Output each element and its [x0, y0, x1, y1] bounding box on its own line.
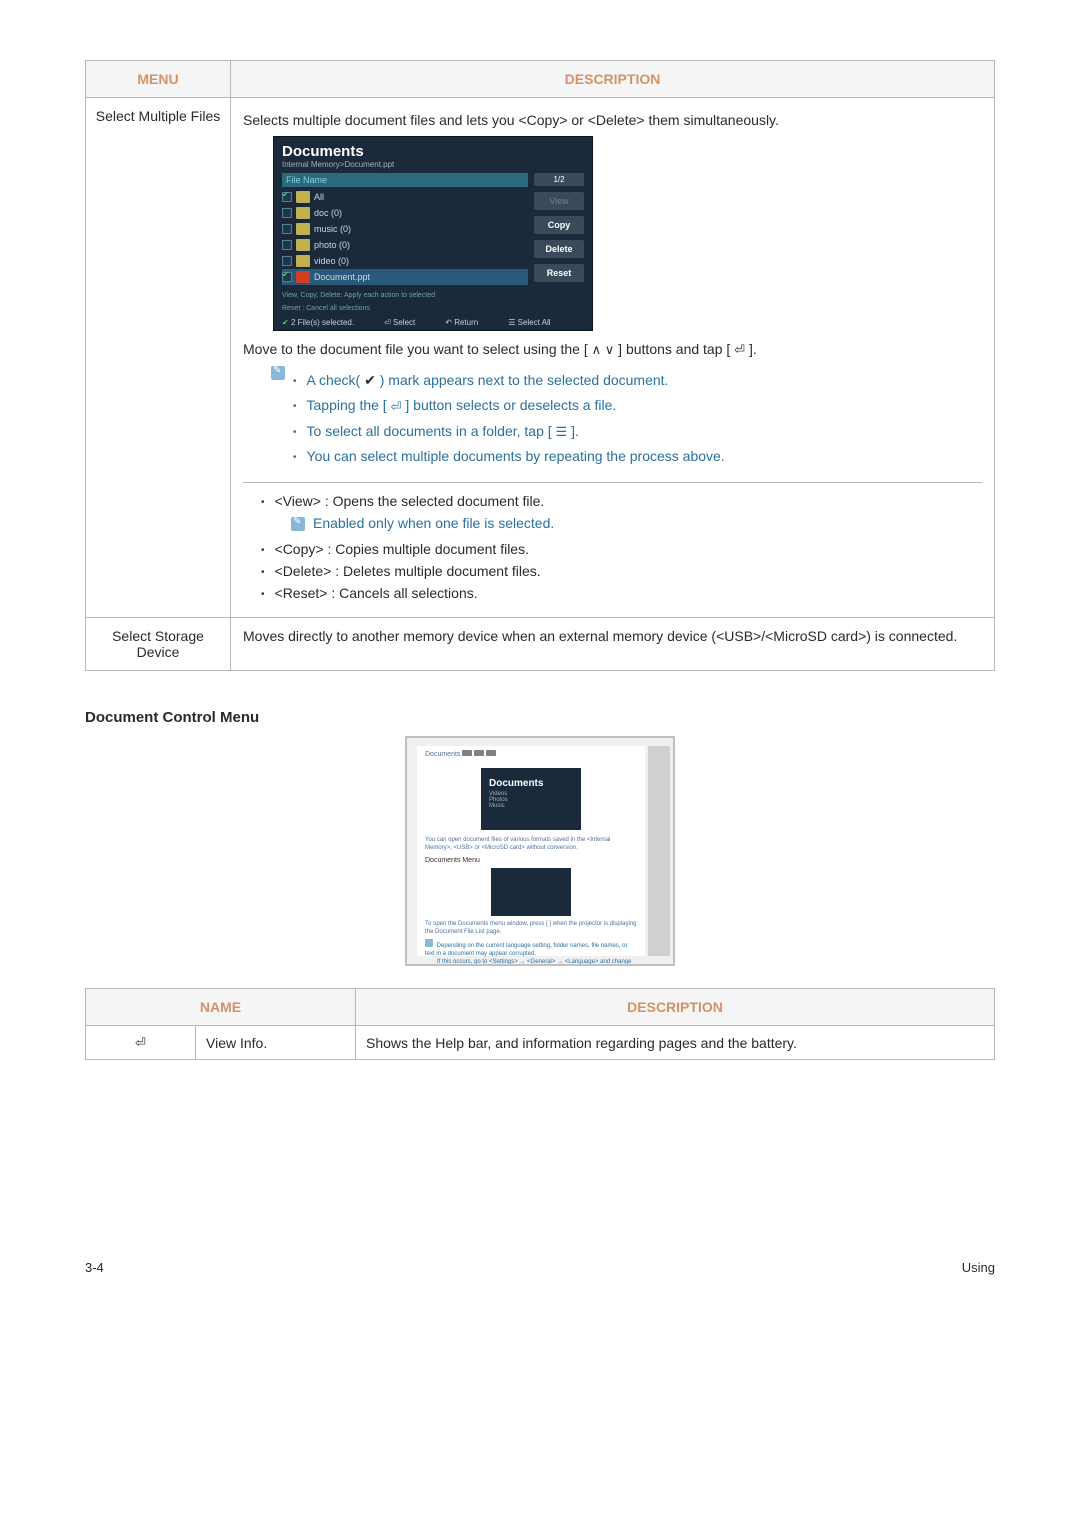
section-name: Using [962, 1260, 995, 1275]
table-row: ⏎ View Info. Shows the Help bar, and inf… [86, 1026, 995, 1060]
bullet-text: Tapping the [ ⏎ ] button selects or dese… [307, 397, 617, 414]
view-line: <View> : Opens the selected document fil… [275, 493, 545, 509]
list-item-label: Document.ppt [314, 272, 370, 282]
delete-button: Delete [534, 240, 584, 258]
ppt-icon [296, 271, 310, 283]
thumb-menu-label: Documents Menu [425, 857, 637, 864]
folder-icon [296, 239, 310, 251]
select-all-icon: ☰ [556, 424, 568, 440]
col-menu-header: MENU [86, 61, 231, 98]
thumb-head: Documents [425, 750, 637, 758]
folder-icon [296, 207, 310, 219]
view-note: Enabled only when one file is selected. [313, 515, 554, 531]
checkbox-icon [282, 240, 292, 250]
name-description-table: NAME DESCRIPTION ⏎ View Info. Shows the … [85, 988, 995, 1060]
bullet-text: To select all documents in a folder, tap… [307, 423, 579, 440]
screenshot-title: Documents [282, 143, 584, 160]
thumb-line: You can open document files of various f… [425, 836, 637, 853]
selected-count: 2 File(s) selected. [291, 318, 354, 327]
name-cell: View Info. [196, 1026, 356, 1060]
col-desc-header: DESCRIPTION [356, 989, 995, 1026]
screenshot-path: Internal Memory>Document.ppt [282, 160, 584, 169]
checkbox-icon [282, 224, 292, 234]
view-button: View [534, 192, 584, 210]
footer-select-all: ☰ Select All [508, 318, 550, 327]
tiny-screenshot [491, 868, 571, 916]
list-item-label: All [314, 192, 324, 202]
hint-text: View, Copy, Delete: Apply each action to… [274, 289, 592, 302]
note-icon [271, 366, 285, 380]
documents-screenshot: Documents Internal Memory>Document.ppt F… [273, 136, 593, 331]
checkbox-icon [282, 192, 292, 202]
col-desc-header: DESCRIPTION [231, 61, 995, 98]
col-name-header: NAME [86, 989, 356, 1026]
thumb-line: Depending on the current language settin… [425, 939, 637, 966]
enter-icon: ⏎ [391, 399, 402, 415]
enter-icon: ⏎ [135, 1035, 146, 1051]
copy-line: <Copy> : Copies multiple document files. [275, 541, 529, 557]
enter-icon: ⏎ [734, 342, 745, 358]
list-item: doc (0) [282, 205, 528, 221]
up-down-icon: ∧ ∨ [592, 342, 615, 358]
reset-line: <Reset> : Cancels all selections. [275, 585, 478, 601]
folder-icon [296, 191, 310, 203]
list-item-label: video (0) [314, 256, 349, 266]
list-item: photo (0) [282, 237, 528, 253]
table-row: Select Storage Device Moves directly to … [86, 618, 995, 671]
list-item: Document.ppt [282, 269, 528, 285]
page-indicator: 1/2 [534, 173, 584, 186]
section-title: Document Control Menu [85, 709, 995, 726]
delete-line: <Delete> : Deletes multiple document fil… [275, 563, 541, 579]
menu-description-table: MENU DESCRIPTION Select Multiple Files S… [85, 60, 995, 671]
note-icon [291, 517, 305, 531]
footer-select: ⏎ Select [384, 318, 415, 327]
intro-text: Selects multiple document files and lets… [243, 112, 982, 128]
menu-cell-select-storage: Select Storage Device [86, 618, 231, 671]
list-item-label: music (0) [314, 224, 351, 234]
thumb-line: To open the Documents menu window, press… [425, 920, 637, 937]
bullet-text: You can select multiple documents by rep… [307, 448, 725, 464]
table-row: Select Multiple Files Selects multiple d… [86, 98, 995, 618]
list-item-label: doc (0) [314, 208, 342, 218]
desc-cell-select-storage: Moves directly to another memory device … [231, 618, 995, 671]
help-page-thumbnail: Documents Documents Videos Photos Music … [405, 736, 675, 966]
footer-return: ↶ Return [445, 318, 478, 327]
folder-icon [296, 223, 310, 235]
check-icon: ✔ [282, 318, 289, 327]
file-name-col-header: File Name [282, 173, 528, 187]
note-bullet-list: •A check( ✔ ) mark appears next to the s… [271, 364, 982, 472]
copy-button: Copy [534, 216, 584, 234]
list-item: video (0) [282, 253, 528, 269]
bullet-text: A check( ✔ ) mark appears next to the se… [307, 372, 669, 389]
tiny-screenshot: Documents Videos Photos Music [481, 768, 581, 830]
hint-text: Reset : Cancel all selections [274, 302, 592, 315]
checkbox-icon [282, 256, 292, 266]
menu-cell-select-multiple: Select Multiple Files [86, 98, 231, 618]
folder-icon [296, 255, 310, 267]
icon-cell: ⏎ [86, 1026, 196, 1060]
desc-cell: Shows the Help bar, and information rega… [356, 1026, 995, 1060]
desc-cell-select-multiple: Selects multiple document files and lets… [231, 98, 995, 618]
screenshot-footer: ✔ 2 File(s) selected. ⏎ Select ↶ Return … [274, 315, 592, 330]
divider [243, 482, 982, 483]
list-item-label: photo (0) [314, 240, 350, 250]
reset-button: Reset [534, 264, 584, 282]
page-footer: 3-4 Using [85, 1260, 995, 1275]
list-item: All [282, 189, 528, 205]
checkbox-icon [282, 272, 292, 282]
move-instruction: Move to the document file you want to se… [243, 341, 982, 358]
list-item: music (0) [282, 221, 528, 237]
checkbox-icon [282, 208, 292, 218]
page-number: 3-4 [85, 1260, 104, 1275]
